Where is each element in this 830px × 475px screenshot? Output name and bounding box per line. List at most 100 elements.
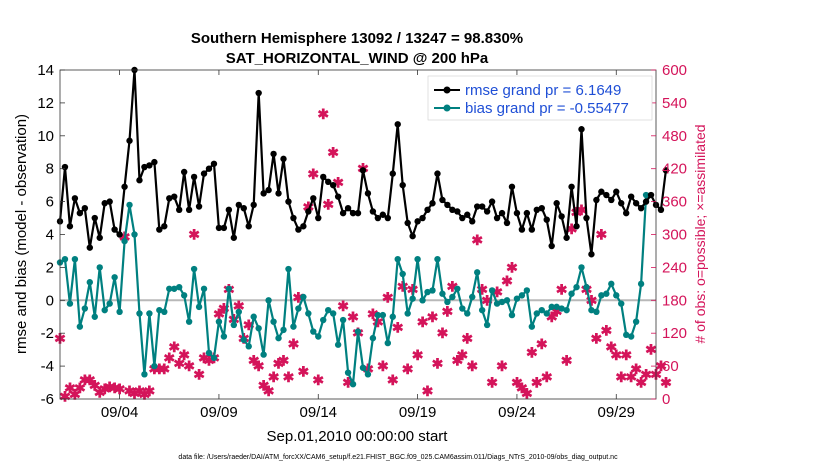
rmse-point [469,218,476,225]
bias-point [190,265,198,273]
bias-point [623,331,630,339]
obs-marker: ✱ [89,377,101,393]
rmse-point [81,204,89,212]
obs-marker: ✱ [486,375,498,391]
bias-point [384,339,391,347]
rmse-point [146,162,153,169]
bias-point [558,305,565,312]
rmse-point [245,223,252,230]
bias-point [344,369,352,376]
bias-point [210,354,218,362]
rmse-point [493,214,501,222]
rmse-point [424,206,431,214]
right-tick-label: 540 [662,95,687,112]
rmse-point [533,206,540,214]
obs-marker: ✱ [402,361,414,377]
rmse-point [618,200,625,207]
rmse-point [101,200,108,207]
obs-marker: ✱ [114,381,126,397]
rmse-point [662,167,670,174]
bias-point [394,255,401,263]
obs-marker: ✱ [635,375,647,391]
rmse-point [439,196,446,204]
rmse-point [339,209,347,217]
bias-point [349,380,357,388]
rmse-point [235,201,242,209]
rmse-point [414,218,421,225]
rmse-point [548,242,555,250]
rmse-point [280,155,287,163]
bias-point [126,201,133,209]
obs-marker: ✱ [451,353,463,369]
bias-point [578,264,585,271]
rmse-point [344,204,352,212]
rmse-point [642,198,650,205]
footer-data-file: data file: /Users/raeder/DAI/ATM_forcXX/… [178,454,618,461]
obs-marker: ✱ [297,364,309,380]
bias-point [205,349,213,357]
right-tick-label: 420 [662,161,687,178]
obs-marker: ✱ [501,273,513,289]
bias-point [374,311,382,319]
legend: rmse grand pr = 6.1649 bias grand pr = -… [427,75,653,121]
obs-marker: ✱ [536,336,548,352]
bias-point [474,269,481,276]
bias-point [563,306,570,314]
obs-marker: ✱ [144,383,156,399]
rmse-point [459,214,466,222]
bias-point [637,280,645,288]
obs-marker: ✱ [173,355,185,371]
bias-point [176,283,183,291]
obs-marker: ✱ [660,375,672,391]
bias-point [627,333,635,340]
bias-point [200,285,208,292]
obs-marker: ✱ [387,372,399,388]
rmse-point [464,211,471,218]
rmse-point [573,223,580,230]
bias-point [449,293,456,301]
bias-point [608,280,615,288]
bias-point [270,318,277,325]
bias-point [71,255,79,263]
rmse-point [240,204,247,212]
rmse-point [225,206,233,214]
bias-point [111,274,118,281]
bias-point [329,310,337,317]
legend-bias-marker [443,104,451,112]
left-tick-label: -2 [41,325,54,342]
x-tick-label: 09/14 [299,404,337,421]
rmse-point [126,137,133,144]
bias-point [310,328,317,335]
bias-point [166,285,173,292]
bias-point [464,310,471,317]
bias-point [240,336,247,343]
rmse-point [369,208,377,215]
chart-title-line2: SAT_HORIZONTAL_WIND @ 200 hPa [226,50,489,67]
bias-point [553,303,560,311]
rmse-point [349,209,357,217]
bias-point [588,306,595,314]
bias-point [106,300,113,307]
obs-marker: ✱ [233,298,245,314]
legend-bias-label: bias grand pr = -0.55477 [465,100,629,117]
obs-marker: ✱ [134,383,146,399]
bias-point [364,371,372,378]
obs-marker: ✱ [456,347,468,363]
rmse-point [354,209,362,217]
obs-marker: ✱ [521,386,533,402]
rmse-point [220,224,228,232]
bias-point [593,308,600,316]
rmse-point [136,177,143,184]
rmse-point [623,209,630,217]
obs-marker: ✱ [511,375,523,391]
obs-marker: ✱ [183,358,195,374]
left-tick-label: -6 [41,391,54,408]
rmse-point [180,168,188,176]
rmse-point [632,200,640,207]
left-tick-label: 12 [37,95,54,112]
rmse-point [608,196,615,204]
obs-marker: ✱ [74,380,86,396]
rmse-point [379,211,387,218]
rmse-point [156,226,163,233]
